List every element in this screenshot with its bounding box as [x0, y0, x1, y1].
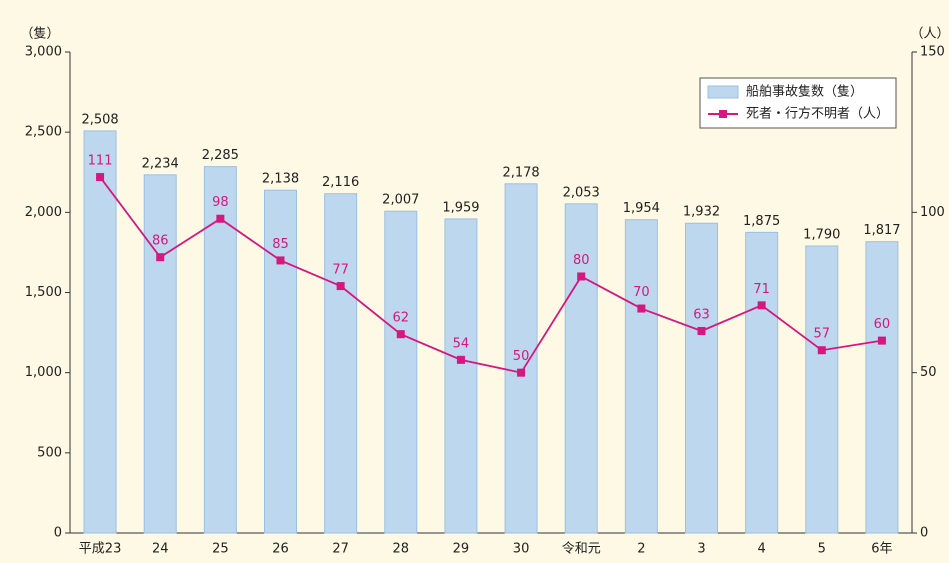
- y2-tick-label: 0: [920, 526, 928, 541]
- bar-value-label: 1,790: [803, 228, 840, 243]
- line-marker: [156, 253, 165, 262]
- bar: [444, 218, 478, 534]
- y-axis-label: （隻）: [20, 27, 59, 42]
- bar: [264, 189, 297, 534]
- bar: [624, 219, 658, 534]
- bar-value-label: 1,932: [683, 205, 720, 220]
- bar-value-label: 2,116: [322, 175, 359, 190]
- line-marker: [276, 256, 285, 265]
- x-tick-label: 27: [332, 542, 349, 557]
- x-tick-label: 6年: [871, 542, 892, 557]
- y-tick-label: 2,500: [25, 125, 62, 140]
- line-value-label: 71: [753, 282, 770, 297]
- x-tick-label: 24: [152, 542, 169, 557]
- line-value-label: 98: [212, 195, 229, 210]
- line-value-label: 85: [272, 237, 289, 252]
- line-marker: [216, 214, 225, 223]
- legend-label: 死者・行方不明者（人）: [746, 106, 889, 122]
- line-value-label: 62: [393, 311, 410, 326]
- y-tick-label: 2,000: [25, 205, 62, 220]
- line-value-label: 63: [693, 307, 710, 322]
- bar-value-label: 2,178: [502, 165, 539, 180]
- y2-axis-label: （人）: [910, 27, 949, 42]
- bar: [384, 210, 418, 534]
- line-value-label: 50: [513, 349, 530, 364]
- bar: [504, 183, 538, 534]
- bar-value-label: 2,138: [262, 172, 299, 187]
- legend-label: 船舶事故隻数（隻）: [746, 84, 863, 100]
- bar-value-label: 2,234: [142, 156, 179, 171]
- bar: [203, 166, 237, 534]
- line-value-label: 111: [88, 154, 113, 169]
- line-marker: [517, 368, 526, 377]
- y-tick-label: 500: [37, 445, 62, 460]
- bar: [805, 245, 839, 534]
- y-tick-label: 0: [54, 526, 62, 541]
- y-tick-label: 1,000: [25, 365, 62, 380]
- x-tick-label: 平成23: [79, 542, 122, 557]
- line-marker: [577, 272, 586, 281]
- x-tick-label: 28: [393, 542, 410, 557]
- x-tick-label: 3: [697, 542, 705, 557]
- bar-value-label: 2,007: [382, 193, 419, 208]
- line-marker: [697, 326, 706, 335]
- line: [99, 176, 883, 374]
- line-marker: [456, 355, 465, 364]
- y2-tick-label: 50: [920, 365, 937, 380]
- line-marker: [817, 346, 826, 355]
- bar: [865, 241, 899, 534]
- bar-value-label: 2,285: [202, 148, 239, 163]
- bar: [83, 130, 117, 534]
- line-marker: [757, 301, 766, 310]
- x-tick-label: 5: [818, 542, 826, 557]
- y2-tick-label: 100: [920, 205, 945, 220]
- line-marker: [396, 330, 405, 339]
- x-tick-label: 25: [212, 542, 229, 557]
- bar-value-label: 1,817: [863, 223, 900, 238]
- bar: [685, 222, 718, 534]
- line-value-label: 86: [152, 234, 169, 249]
- line-value-label: 70: [633, 285, 650, 300]
- line-marker: [877, 336, 886, 345]
- x-tick-label: 29: [453, 542, 470, 557]
- y-tick-label: 3,000: [25, 45, 62, 60]
- x-tick-label: 26: [272, 542, 289, 557]
- bar-value-label: 1,954: [623, 201, 660, 216]
- line-value-label: 77: [332, 263, 349, 278]
- bar: [745, 231, 779, 534]
- bar: [324, 193, 358, 534]
- bar: [143, 174, 177, 534]
- bar-value-label: 1,959: [442, 200, 479, 215]
- bar: [564, 203, 598, 534]
- legend-swatch: [707, 85, 739, 99]
- line-marker: [336, 282, 345, 291]
- bar-value-label: 2,508: [81, 112, 118, 127]
- bar-value-label: 2,053: [563, 185, 600, 200]
- x-tick-label: 2: [637, 542, 645, 557]
- y-tick-label: 1,500: [25, 285, 62, 300]
- line-value-label: 54: [453, 336, 470, 351]
- x-tick-label: 30: [513, 542, 530, 557]
- line-value-label: 57: [814, 327, 831, 342]
- line-marker: [637, 304, 646, 313]
- x-tick-label: 令和元: [562, 542, 601, 557]
- bar-value-label: 1,875: [743, 214, 780, 229]
- line-value-label: 60: [874, 317, 891, 332]
- line-value-label: 80: [573, 253, 590, 268]
- line-marker: [96, 173, 105, 182]
- legend-marker: [719, 110, 727, 118]
- x-tick-label: 4: [758, 542, 766, 557]
- y2-tick-label: 150: [920, 45, 945, 60]
